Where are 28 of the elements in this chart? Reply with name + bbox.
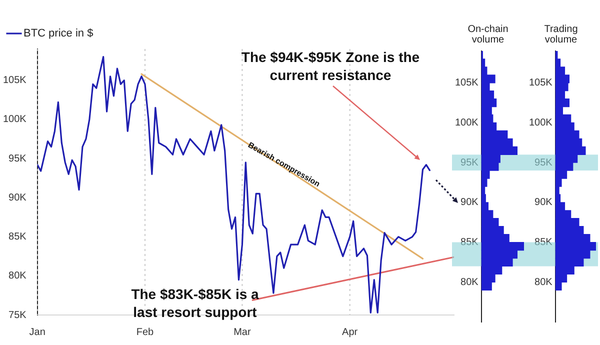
chart-title: Trading volume <box>544 24 578 46</box>
y-tick-label: 100K <box>2 114 27 126</box>
y-tick-label: 105K <box>528 78 553 89</box>
y-tick-label: 85K <box>460 237 479 248</box>
y-tick-label: 95K <box>534 157 553 168</box>
y-tick-label: 95K <box>460 157 479 168</box>
y-tick-label: 80K <box>534 276 553 288</box>
y-tick-label: 80K <box>8 270 27 282</box>
x-tick-label: Jan <box>29 326 46 338</box>
y-tick-label: 100K <box>454 117 479 128</box>
annotation: The $94K-$95K Zone is the current resistance <box>240 48 421 84</box>
y-tick-label: 100K <box>528 117 553 128</box>
y-tick-label: 90K <box>534 197 553 208</box>
y-tick-label: 105K <box>2 75 27 86</box>
y-tick-label: 90K <box>8 192 27 204</box>
legend-label: BTC price in $ <box>24 28 94 40</box>
x-tick-label: Feb <box>136 326 154 338</box>
y-tick-label: 85K <box>8 232 27 243</box>
chart-title: On-chain volume <box>468 24 508 46</box>
y-tick-label: 85K <box>534 237 553 248</box>
x-tick-label: Apr <box>342 326 358 338</box>
y-tick-label: 105K <box>454 78 479 89</box>
y-tick-label: 75K <box>8 310 27 321</box>
y-tick-label: 80K <box>460 276 479 288</box>
y-tick-label: 95K <box>8 153 27 164</box>
annotation: The $83K-$85K is a last resort support <box>130 285 260 321</box>
y-tick-label: 90K <box>460 197 479 208</box>
x-tick-label: Mar <box>234 326 252 338</box>
